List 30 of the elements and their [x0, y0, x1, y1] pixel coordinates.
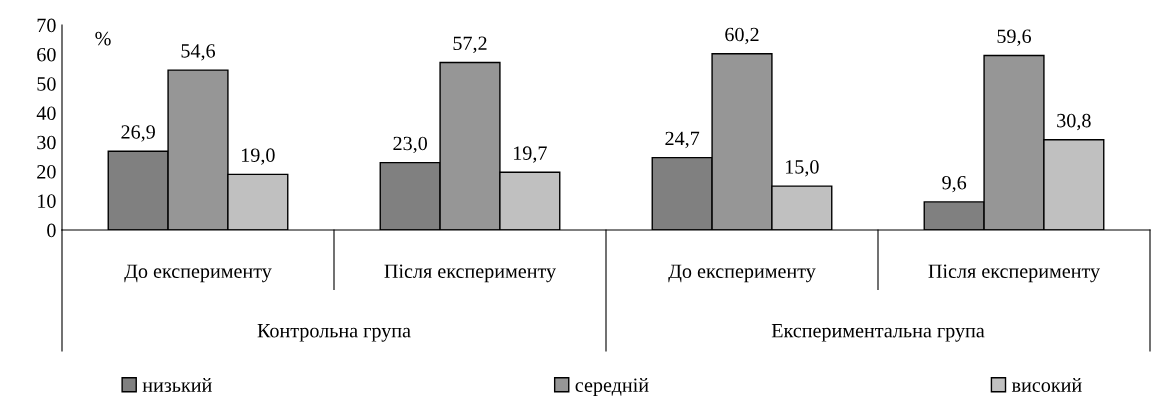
legend-label: низький: [142, 378, 212, 392]
y-tick-label: 10: [38, 194, 56, 208]
y-tick-label: 60: [37, 47, 56, 62]
data-label: 15,0: [785, 160, 819, 177]
x-tick-label: Після експерименту: [928, 264, 1101, 283]
legend-label: середній: [575, 378, 649, 397]
data-label: 57,2: [453, 36, 487, 53]
y-tick-label: 40: [36, 106, 56, 121]
text: Експериментальна група: [771, 324, 985, 342]
data-label: 30,8: [1057, 113, 1091, 131]
data-label: 9,6: [942, 175, 967, 193]
data-label: 19,7: [513, 146, 547, 163]
y-tick-label: 50: [37, 77, 56, 91]
data-label: 26,9: [121, 125, 155, 142]
data-label: 23,0: [393, 136, 428, 154]
x-tick-label: До експерименту: [124, 264, 272, 283]
x-tick-label: До експерименту: [668, 264, 816, 283]
y-tick-label: 30: [37, 135, 56, 150]
data-label: 24,7: [665, 131, 700, 149]
text: Контрольна група: [257, 324, 411, 342]
y-axis-title: %: [95, 31, 111, 46]
data-label: 19,0: [241, 148, 275, 165]
y-tick-label: 20: [37, 165, 56, 179]
legend-label: високий: [1011, 378, 1082, 392]
data-label: 59,6: [997, 29, 1032, 46]
y-tick-label: 0: [47, 223, 56, 238]
y-tick-label: 70: [37, 18, 56, 33]
data-label: 60,2: [725, 27, 759, 45]
data-label: 54,6: [181, 44, 216, 61]
x-tick-label: Після експерименту: [384, 264, 557, 283]
